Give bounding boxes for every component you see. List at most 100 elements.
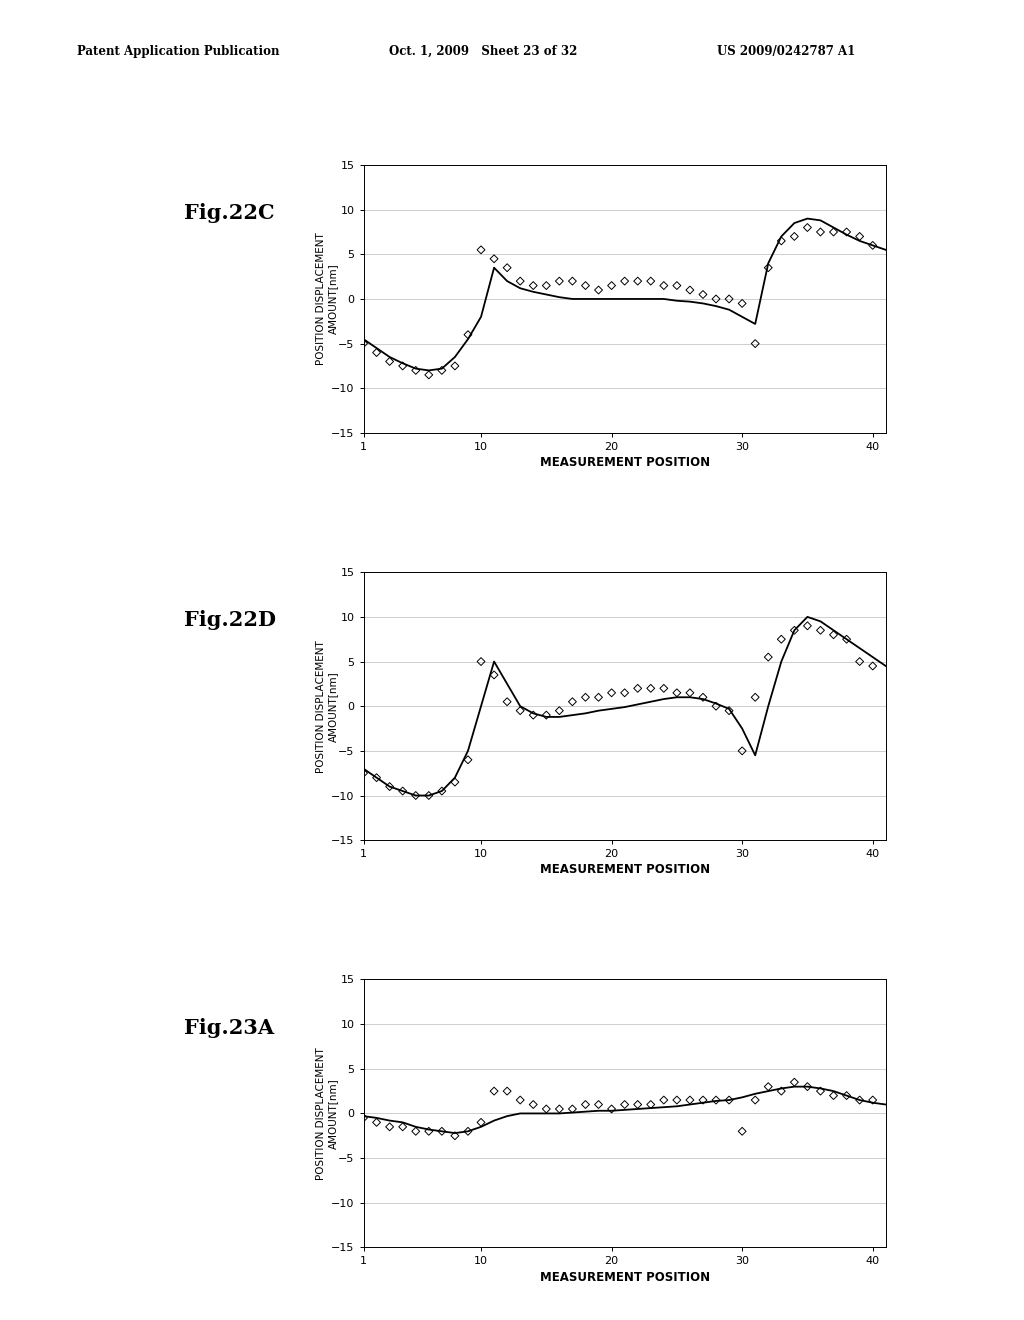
Point — [355, 333, 372, 354]
Text: US 2009/0242787 A1: US 2009/0242787 A1 — [717, 45, 855, 58]
Point — [839, 628, 855, 649]
Y-axis label: POSITION DISPLACEMENT
AMOUNT[nm]: POSITION DISPLACEMENT AMOUNT[nm] — [316, 232, 338, 366]
Point — [578, 275, 594, 296]
Point — [525, 705, 542, 726]
Point — [852, 226, 868, 247]
Point — [812, 222, 828, 243]
Point — [408, 1121, 424, 1142]
Point — [864, 1089, 881, 1110]
Point — [694, 284, 711, 305]
Point — [473, 1111, 489, 1133]
Point — [682, 682, 698, 704]
Point — [486, 248, 503, 269]
Point — [434, 780, 451, 801]
Point — [369, 767, 385, 788]
Point — [408, 360, 424, 381]
Point — [460, 750, 476, 771]
Point — [708, 1089, 724, 1110]
Point — [394, 1117, 411, 1138]
Point — [381, 351, 397, 372]
Point — [369, 342, 385, 363]
Point — [499, 692, 515, 713]
Point — [773, 628, 790, 649]
Point — [394, 780, 411, 801]
Point — [721, 288, 737, 309]
Point — [578, 686, 594, 708]
Point — [616, 271, 633, 292]
Point — [864, 656, 881, 677]
Point — [643, 677, 659, 698]
Point — [669, 682, 685, 704]
Point — [355, 1107, 372, 1129]
Point — [590, 1094, 606, 1115]
Point — [748, 686, 764, 708]
X-axis label: MEASUREMENT POSITION: MEASUREMENT POSITION — [540, 863, 710, 876]
Point — [369, 1111, 385, 1133]
Point — [446, 1125, 463, 1146]
Point — [512, 700, 528, 721]
Point — [786, 226, 803, 247]
Point — [825, 624, 842, 645]
Point — [682, 1089, 698, 1110]
Point — [799, 216, 815, 238]
Point — [578, 1094, 594, 1115]
Point — [630, 1094, 646, 1115]
Point — [499, 1081, 515, 1102]
Point — [446, 355, 463, 376]
Point — [421, 364, 437, 385]
Point — [669, 275, 685, 296]
Point — [643, 271, 659, 292]
Point — [381, 1117, 397, 1138]
Point — [486, 1081, 503, 1102]
Point — [473, 239, 489, 260]
Point — [852, 651, 868, 672]
Point — [421, 1121, 437, 1142]
Point — [721, 700, 737, 721]
Point — [630, 271, 646, 292]
Point — [603, 275, 620, 296]
Point — [839, 1085, 855, 1106]
Point — [590, 280, 606, 301]
Point — [812, 1081, 828, 1102]
Point — [539, 275, 555, 296]
Point — [786, 1072, 803, 1093]
Point — [499, 257, 515, 279]
Point — [708, 696, 724, 717]
Point — [551, 1098, 567, 1119]
Point — [669, 1089, 685, 1110]
Point — [525, 1094, 542, 1115]
Point — [734, 741, 751, 762]
Point — [721, 1089, 737, 1110]
Point — [551, 271, 567, 292]
Point — [812, 619, 828, 640]
Point — [590, 686, 606, 708]
Y-axis label: POSITION DISPLACEMENT
AMOUNT[nm]: POSITION DISPLACEMENT AMOUNT[nm] — [316, 1047, 338, 1180]
Point — [564, 271, 581, 292]
Point — [486, 664, 503, 685]
Text: Fig.23A: Fig.23A — [184, 1018, 274, 1038]
Point — [773, 1081, 790, 1102]
X-axis label: MEASUREMENT POSITION: MEASUREMENT POSITION — [540, 457, 710, 469]
Point — [512, 271, 528, 292]
Point — [852, 1089, 868, 1110]
Point — [434, 1121, 451, 1142]
Point — [748, 1089, 764, 1110]
Point — [799, 1076, 815, 1097]
Point — [355, 763, 372, 784]
Point — [694, 1089, 711, 1110]
Point — [434, 360, 451, 381]
Point — [564, 1098, 581, 1119]
Point — [616, 1094, 633, 1115]
Point — [825, 222, 842, 243]
Point — [603, 1098, 620, 1119]
Point — [421, 785, 437, 807]
Point — [630, 677, 646, 698]
Point — [460, 325, 476, 346]
Point — [655, 677, 672, 698]
Point — [799, 615, 815, 636]
Point — [603, 682, 620, 704]
Point — [760, 1076, 776, 1097]
Point — [551, 700, 567, 721]
Point — [655, 275, 672, 296]
Point — [760, 647, 776, 668]
